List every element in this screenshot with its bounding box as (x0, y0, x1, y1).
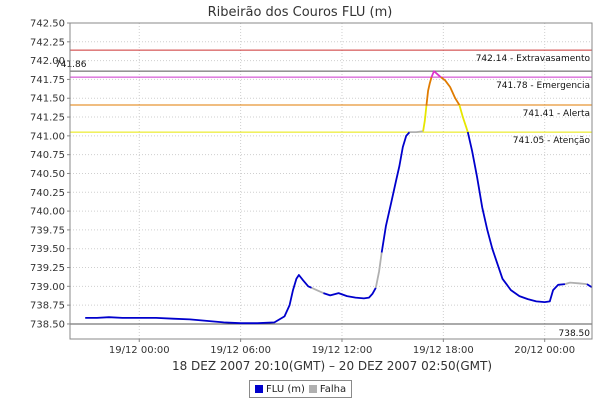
x-tick-label: 19/12 12:00 (312, 345, 373, 356)
series-line (458, 104, 469, 133)
legend-label: Falha (319, 383, 347, 395)
x-tick-label: 20/12 00:00 (514, 345, 575, 356)
y-tick-label: 741.00 (30, 131, 65, 142)
series-line (380, 131, 411, 253)
reference-label: 741.78 - Emergencia (496, 81, 590, 91)
series-line (409, 130, 424, 134)
y-tick-label: 740.75 (30, 150, 65, 161)
y-axis: 738.50 738.75 739.00 739.25 739.50 739.75 740.… (30, 19, 70, 330)
y-tick-label: 739.50 (30, 244, 65, 255)
y-tick-label: 742.00 (30, 56, 65, 67)
series-line (440, 76, 461, 106)
y-tick-label: 739.75 (30, 225, 65, 236)
series-line (323, 287, 377, 300)
reference-label: 738.50 (559, 329, 591, 339)
series-line (564, 281, 587, 285)
y-tick-label: 741.75 (30, 75, 65, 86)
x-axis-title: 18 DEZ 2007 20:10(GMT) – 20 DEZ 2007 02:… (172, 359, 492, 373)
y-tick-label: 738.50 (30, 319, 65, 330)
x-tick-label: 19/12 00:00 (109, 345, 170, 356)
x-tick-label: 19/12 06:00 (210, 345, 271, 356)
reference-label: 741.05 - Atenção (513, 136, 591, 146)
y-tick-label: 742.50 (30, 19, 65, 30)
series-line (85, 274, 312, 325)
legend-swatch (255, 385, 263, 393)
legend-label: FLU (m) (266, 383, 305, 395)
series-line (430, 70, 442, 78)
series-line (466, 131, 566, 304)
legend: FLU (m) Falha (249, 380, 353, 398)
series-line (374, 252, 383, 288)
y-tick-label: 742.25 (30, 37, 65, 48)
legend-item: Falha (308, 383, 347, 395)
chart-title: Ribeirão dos Couros FLU (m) (208, 5, 393, 20)
y-tick-label: 739.00 (30, 282, 65, 293)
legend-item: FLU (m) (255, 384, 305, 395)
series-line (425, 76, 433, 106)
series-line (422, 105, 428, 132)
reference-label: 741.41 - Alerta (523, 109, 590, 119)
reference-lines: 742.14 - Extravasamento 741.86 741.78 - Em… (55, 49, 592, 339)
reference-label: 742.14 - Extravasamento (476, 54, 591, 64)
series-lines (85, 70, 593, 325)
x-axis: 19/12 00:00 19/12 06:00 19/12 12:00 19/12 1… (109, 339, 575, 356)
y-tick-label: 741.50 (30, 94, 65, 105)
x-tick-label: 19/12 18:00 (413, 345, 474, 356)
series-line (311, 286, 324, 294)
y-tick-label: 740.50 (30, 169, 65, 180)
y-tick-label: 740.00 (30, 207, 65, 218)
y-tick-label: 739.25 (30, 263, 65, 274)
legend-swatch (308, 385, 317, 393)
reference-label: 741.86 (55, 60, 87, 70)
y-tick-label: 740.25 (30, 188, 65, 199)
y-tick-label: 738.75 (30, 301, 65, 312)
y-tick-label: 741.25 (30, 113, 65, 124)
plot-frame (69, 22, 593, 340)
series-line (586, 283, 593, 288)
